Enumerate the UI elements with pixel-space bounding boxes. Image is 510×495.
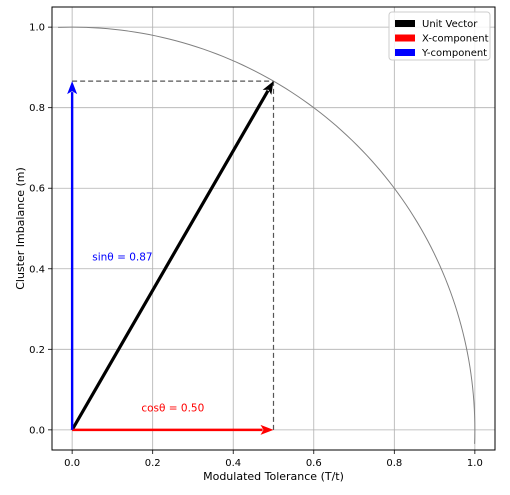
- x-tick-label: 1.0: [467, 458, 483, 469]
- annotations: sinθ = 0.87 cosθ = 0.50: [92, 252, 204, 415]
- legend-swatch: [395, 34, 415, 42]
- y-tick-label: 1.0: [29, 23, 45, 34]
- annotation-label: cosθ = 0.50: [141, 403, 204, 415]
- y-axis-label: Cluster Imbalance (m): [14, 167, 27, 290]
- x-tick-label: 0.6: [306, 458, 322, 469]
- x-tick-label: 0.4: [225, 458, 241, 469]
- y-tick-label: 0.0: [29, 425, 45, 436]
- y-tick-label: 0.8: [29, 103, 45, 114]
- vector-unit-vector: [70, 81, 274, 431]
- axis-ticks: 0.0 0.2 0.4 0.6 0.8 1.0 0.0 0.2 0.4 0.6 0.8 1.0: [29, 23, 483, 469]
- vectors: [67, 81, 274, 435]
- legend-swatch: [395, 49, 415, 56]
- y-tick-label: 0.6: [29, 184, 45, 195]
- legend-swatch: [395, 20, 415, 27]
- x-tick-label: 0.2: [145, 458, 161, 469]
- unit-circle-arc: [58, 26, 476, 444]
- vector-x-component: [72, 424, 274, 435]
- annotation-label: sinθ = 0.87: [92, 252, 152, 264]
- guide-lines: [72, 80, 275, 430]
- vector-arrowhead: [67, 81, 78, 95]
- legend-entry-label: Unit Vector: [422, 19, 478, 30]
- vector-shaft: [70, 89, 270, 431]
- x-tick-label: 0.0: [64, 458, 80, 469]
- plot-area-frame: [51, 6, 496, 451]
- vector-arrowhead: [262, 81, 274, 95]
- y-tick-label: 0.4: [29, 264, 45, 275]
- legend-entry-label: X-component: [422, 34, 489, 45]
- legend: Unit Vector X-component Y-component: [388, 11, 491, 61]
- vector-y-component: [67, 81, 78, 430]
- legend-entry-label: Y-component: [421, 48, 487, 59]
- y-tick-label: 0.2: [29, 345, 45, 356]
- vector-arrowhead: [260, 424, 274, 435]
- x-axis-label: Modulated Tolerance (T/t): [203, 470, 344, 483]
- x-tick-label: 0.8: [386, 458, 402, 469]
